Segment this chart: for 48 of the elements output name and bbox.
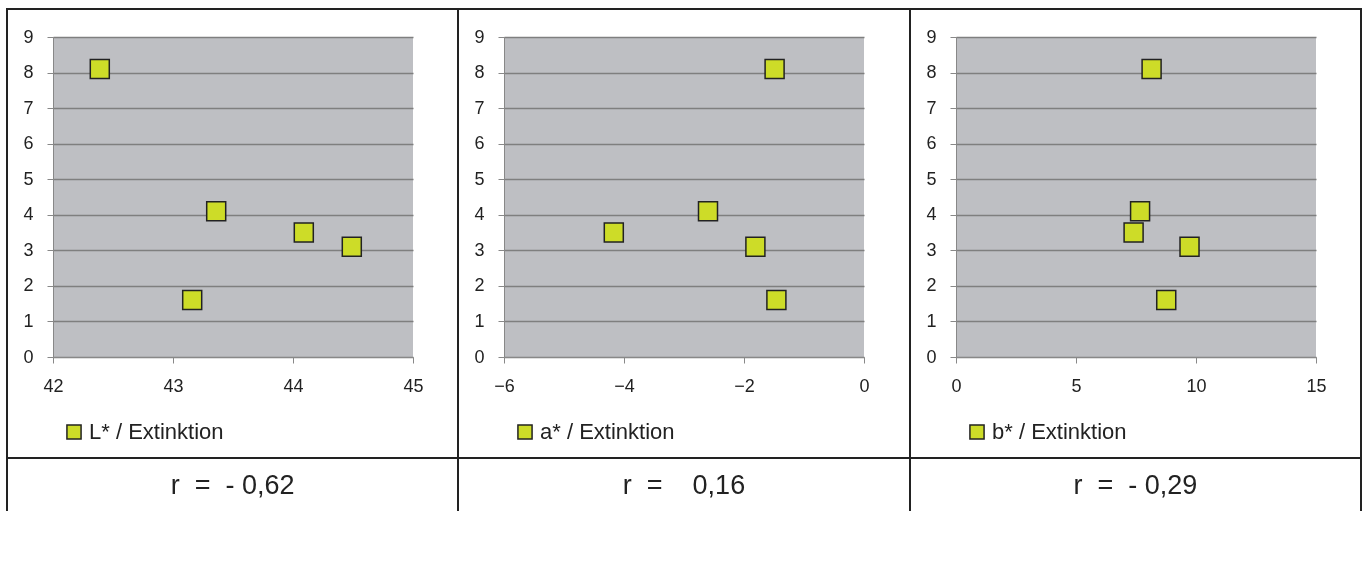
x-tick-label: 5 <box>1071 375 1082 396</box>
x-tick-label: −2 <box>734 375 756 396</box>
y-tick-label: 7 <box>23 97 34 118</box>
legend-label: b* / Extinktion <box>991 419 1127 444</box>
y-tick-label: 9 <box>23 26 34 47</box>
x-tick-label: −6 <box>494 375 516 396</box>
y-tick-label: 6 <box>926 133 937 154</box>
x-tick-label: 45 <box>403 375 424 396</box>
x-tick-label: 0 <box>951 375 962 396</box>
y-tick-label: 4 <box>23 204 34 225</box>
y-tick-label: 5 <box>23 168 34 189</box>
y-tick-label: 8 <box>474 62 485 83</box>
y-tick-label: 5 <box>926 168 937 189</box>
x-tick-label: 43 <box>163 375 184 396</box>
x-tick-label: 0 <box>859 375 870 396</box>
y-tick-label: 3 <box>23 239 34 260</box>
y-tick-label: 2 <box>474 275 485 296</box>
y-tick-label: 0 <box>474 346 485 367</box>
y-tick-label: 8 <box>23 62 34 83</box>
y-tick-label: 0 <box>23 346 34 367</box>
legend-label: L* / Extinktion <box>89 419 224 444</box>
y-tick-label: 4 <box>926 204 937 225</box>
x-tick-label: −4 <box>614 375 636 396</box>
y-tick-label: 6 <box>23 133 34 154</box>
y-tick-label: 1 <box>474 310 485 331</box>
text: r = - 0,29 <box>910 457 1360 511</box>
y-tick-label: 0 <box>926 346 937 367</box>
x-tick-label: 44 <box>283 375 304 396</box>
y-tick-label: 7 <box>926 97 937 118</box>
x-tick-label: 10 <box>1186 375 1207 396</box>
y-tick-label: 7 <box>474 97 485 118</box>
x-tick-label: 15 <box>1306 375 1327 396</box>
text: r = - 0,62 <box>8 457 458 511</box>
y-tick-label: 4 <box>474 204 485 225</box>
y-tick-label: 5 <box>474 168 485 189</box>
y-tick-label: 9 <box>474 26 485 47</box>
y-tick-label: 3 <box>926 239 937 260</box>
y-tick-label: 1 <box>23 310 34 331</box>
y-tick-label: 6 <box>474 133 485 154</box>
y-tick-label: 1 <box>926 310 937 331</box>
y-tick-label: 3 <box>474 239 485 260</box>
legend-label: a* / Extinktion <box>540 419 675 444</box>
text: r = 0,16 <box>459 457 909 511</box>
y-tick-label: 2 <box>23 275 34 296</box>
y-tick-label: 2 <box>926 275 937 296</box>
x-tick-label: 42 <box>43 375 64 396</box>
y-tick-label: 8 <box>926 62 937 83</box>
y-tick-label: 9 <box>926 26 937 47</box>
